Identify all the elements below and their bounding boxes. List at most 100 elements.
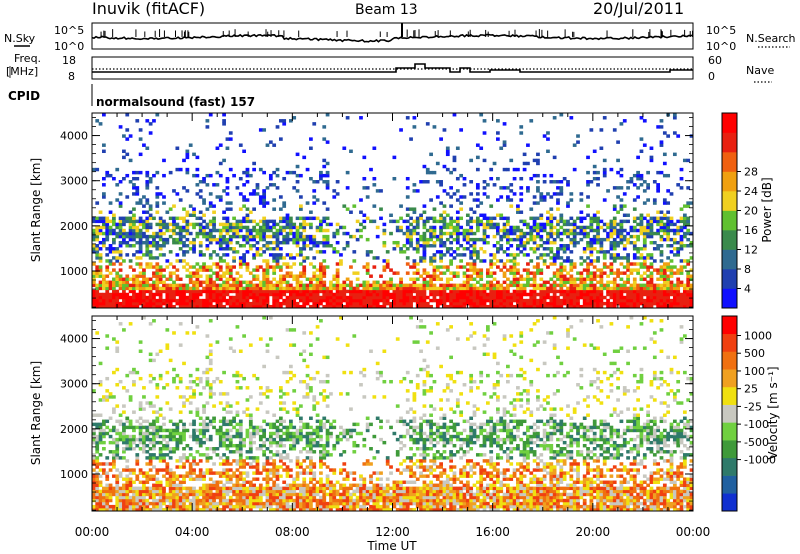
heatmap-cell bbox=[108, 244, 113, 248]
heatmap-cell bbox=[472, 268, 477, 272]
heatmap-cell bbox=[278, 195, 283, 199]
heatmap-cell bbox=[299, 247, 303, 251]
heatmap-cell bbox=[105, 225, 110, 230]
heatmap-cell bbox=[425, 228, 430, 233]
heatmap-cell bbox=[435, 304, 440, 309]
heatmap-cell bbox=[512, 225, 517, 230]
heatmap-cell bbox=[242, 289, 246, 294]
heatmap-cell bbox=[295, 244, 300, 248]
heatmap-cell bbox=[152, 465, 156, 469]
heatmap-cell bbox=[122, 298, 126, 303]
heatmap-cell bbox=[138, 295, 143, 300]
heatmap-cell bbox=[455, 247, 460, 251]
heatmap-cell bbox=[145, 216, 150, 221]
heatmap-cell bbox=[626, 256, 630, 260]
heatmap-cell bbox=[522, 244, 527, 248]
heatmap-cell bbox=[265, 201, 270, 205]
heatmap-cell bbox=[152, 283, 156, 288]
heatmap-cell bbox=[332, 304, 337, 309]
heatmap-cell bbox=[135, 462, 140, 466]
heatmap-cell bbox=[188, 386, 193, 390]
heatmap-cell bbox=[98, 216, 103, 221]
heatmap-cell bbox=[439, 250, 443, 254]
heatmap-cell bbox=[152, 453, 156, 457]
heatmap-cell bbox=[258, 247, 263, 251]
heatmap-cell bbox=[158, 289, 163, 294]
heatmap-cell bbox=[445, 237, 450, 242]
heatmap-cell bbox=[95, 219, 100, 224]
heatmap-cell bbox=[122, 501, 126, 506]
heatmap-cell bbox=[188, 462, 193, 466]
heatmap-cell bbox=[556, 234, 560, 239]
heatmap-cell bbox=[155, 434, 160, 439]
heatmap-cell bbox=[115, 295, 120, 300]
heatmap-cell bbox=[192, 392, 196, 396]
heatmap-cell bbox=[168, 492, 173, 497]
heatmap-cell bbox=[225, 289, 230, 294]
heatmap-cell bbox=[649, 253, 654, 257]
heatmap-cell bbox=[162, 225, 166, 230]
heatmap-cell bbox=[172, 231, 176, 236]
heatmap-cell bbox=[592, 271, 597, 275]
heatmap-cell bbox=[662, 228, 667, 233]
heatmap-cell bbox=[632, 173, 637, 178]
heatmap-cell bbox=[299, 234, 303, 239]
heatmap-cell bbox=[522, 286, 527, 291]
heatmap-cell bbox=[616, 268, 620, 272]
heatmap-cell bbox=[425, 301, 430, 306]
heatmap-cell bbox=[522, 247, 527, 251]
heatmap-cell bbox=[342, 292, 347, 297]
heatmap-cell bbox=[639, 265, 644, 269]
heatmap-cell bbox=[195, 289, 200, 294]
heatmap-cell bbox=[579, 304, 584, 309]
heatmap-cell bbox=[242, 253, 246, 257]
heatmap-cell bbox=[395, 219, 400, 224]
heatmap-cell bbox=[105, 474, 110, 478]
heatmap-cell bbox=[152, 410, 156, 414]
heatmap-cell bbox=[112, 298, 116, 303]
heatmap-cell bbox=[489, 271, 494, 275]
heatmap-cell bbox=[218, 143, 223, 147]
heatmap-cell bbox=[192, 477, 196, 481]
heatmap-cell bbox=[375, 289, 380, 294]
heatmap-cell bbox=[245, 289, 250, 294]
heatmap-cell bbox=[315, 225, 320, 230]
heatmap-cell bbox=[679, 237, 684, 242]
heatmap-cell bbox=[596, 250, 600, 254]
heatmap-cell bbox=[248, 234, 253, 239]
heatmap-cell bbox=[232, 259, 236, 263]
heatmap-cell bbox=[92, 237, 96, 242]
heatmap-cell bbox=[105, 489, 110, 494]
heatmap-cell bbox=[462, 283, 467, 288]
heatmap-cell bbox=[345, 240, 350, 245]
heatmap-cell bbox=[275, 237, 280, 242]
heatmap-cell bbox=[566, 222, 570, 227]
heatmap-cell bbox=[449, 195, 453, 199]
heatmap-cell bbox=[255, 268, 260, 272]
heatmap-cell bbox=[132, 192, 136, 196]
heatmap-cell bbox=[215, 195, 220, 199]
heatmap-cell bbox=[679, 207, 684, 211]
heatmap-cell bbox=[636, 304, 640, 309]
heatmap-cell bbox=[529, 228, 534, 233]
heatmap-cell bbox=[666, 189, 671, 193]
heatmap-cell bbox=[355, 289, 360, 294]
heatmap-cell bbox=[365, 250, 370, 254]
heatmap-cell bbox=[322, 125, 327, 129]
cpid-value: normalsound (fast) 157 bbox=[96, 95, 255, 109]
heatmap-cell bbox=[305, 237, 310, 242]
heatmap-cell bbox=[158, 274, 163, 278]
heatmap-cell bbox=[102, 237, 106, 242]
heatmap-cell bbox=[95, 301, 100, 306]
heatmap-cell bbox=[222, 210, 226, 214]
heatmap-cell bbox=[445, 167, 450, 172]
heatmap-cell bbox=[108, 395, 113, 399]
heatmap-cell bbox=[496, 176, 500, 181]
heatmap-cell bbox=[155, 256, 160, 260]
heatmap-cell bbox=[258, 304, 263, 309]
heatmap-cell bbox=[138, 228, 143, 233]
heatmap-cell bbox=[212, 234, 216, 239]
heatmap-cell bbox=[148, 358, 153, 363]
heatmap-cell bbox=[238, 304, 243, 309]
heatmap-cell bbox=[485, 268, 490, 272]
